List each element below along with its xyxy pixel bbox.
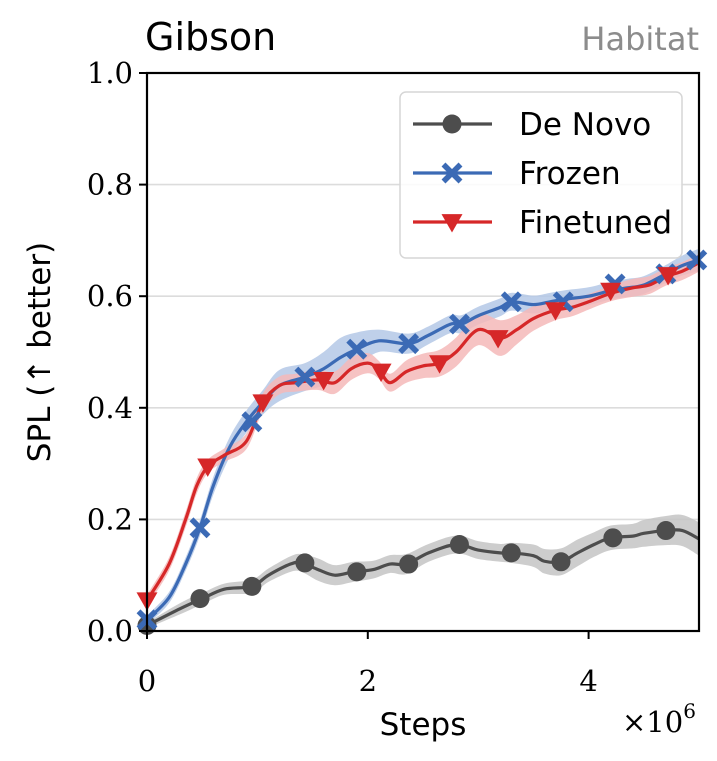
de-novo-marker-8 [551,552,571,572]
frozen-marker-11-stroke-b [686,249,708,271]
finetuned-marker-5 [429,355,451,374]
legend-de-novo-marker [442,114,462,134]
frozen-marker-7 [500,291,522,313]
frozen-marker-1 [189,517,211,539]
finetuned-marker-3 [313,372,335,391]
x-multiplier-exponent: 6 [683,699,696,723]
chart-subtitle: Habitat [581,20,699,58]
x-axis-label: Steps [380,707,467,743]
x-ticks: 0 2 4 [138,631,598,698]
frozen-marker-5 [398,333,420,355]
de-novo-marker-2 [242,576,262,596]
legend-frozen-label: Frozen [519,156,621,192]
x-axis-multiplier: ×106 [622,699,696,739]
legend-finetuned-label: Finetuned [519,205,672,241]
legend-finetuned-marker [441,214,463,233]
axes-frame [145,71,701,633]
x-tick-label-0: 0 [138,664,156,698]
y-tick-label-4: 0.8 [87,168,133,202]
frozen-marker-3-stroke-b [294,366,316,388]
finetuned-marker-2 [252,394,274,413]
frozen-marker-2 [241,411,263,433]
frozen-marker-1-stroke-b [189,517,211,539]
finetuned-marker-1 [197,458,219,477]
de-novo-marker-4 [347,562,367,582]
finetuned-line [145,261,700,602]
de-novo-marker-6 [449,535,469,555]
frozen-marker-11 [686,249,708,271]
x-tick-label-1: 2 [359,664,377,698]
de-novo-marker-7 [501,543,521,563]
finetuned-marker-4 [370,363,392,383]
de-novo-marker-10 [656,521,676,541]
finetuned-marker-6 [487,330,509,349]
y-tick-label-2: 0.4 [87,391,133,425]
finetuned-band [147,253,699,606]
finetuned-marker-7 [544,302,566,321]
frozen-marker-3 [294,366,316,388]
frozen-marker-4-stroke-b [346,338,368,360]
de-novo-band [147,514,699,629]
y-axis-label: SPL (↑ better) [22,242,58,462]
frozen-marker-2-stroke-b [241,411,263,433]
y-ticks: 0.0 0.2 0.4 0.6 0.8 1.0 [87,56,147,648]
de-novo-marker-3 [295,553,315,573]
chart-title: Gibson [145,15,276,59]
de-novo-marker-9 [603,528,623,548]
frozen-marker-4 [346,338,368,360]
y-tick-label-5: 1.0 [87,56,133,90]
frozen-marker-6 [448,313,470,335]
frozen-marker-6-stroke-b [448,313,470,335]
y-tick-label-1: 0.2 [87,502,133,536]
finetuned-marker-8 [600,282,622,302]
de-novo-marker-5 [399,554,419,574]
y-tick-label-0: 0.0 [87,614,133,648]
x-multiplier-base: ×10 [622,705,683,739]
legend: De Novo Frozen Finetuned [399,91,683,259]
x-tick-label-2: 4 [579,664,597,698]
frozen-marker-7-stroke-b [500,291,522,313]
finetuned-marker-9 [657,267,679,286]
y-tick-label-3: 0.6 [87,279,133,313]
legend-de-novo-label: De Novo [519,107,651,143]
legend-box [399,91,683,259]
frozen-marker-5-stroke-b [398,333,420,355]
legend-frozen-marker [441,162,463,184]
de-novo-marker-1 [190,589,210,609]
legend-frozen-marker-stroke-b [441,162,463,184]
